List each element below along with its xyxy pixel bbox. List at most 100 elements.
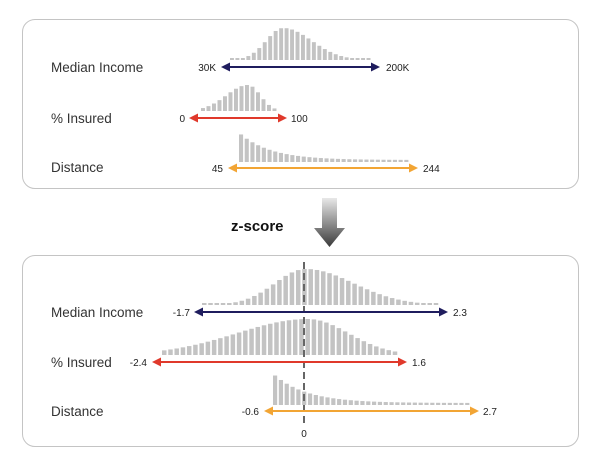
histogram-bar — [256, 92, 260, 111]
histogram-bar — [322, 49, 327, 60]
histogram-bar — [244, 138, 249, 162]
histogram-bar — [206, 106, 211, 111]
histogram-bar — [389, 298, 395, 305]
histogram-bar — [201, 108, 205, 111]
histogram-bar — [330, 158, 335, 162]
histogram-bar — [257, 48, 262, 60]
histogram-bar — [349, 334, 354, 355]
histogram-bar — [341, 159, 346, 162]
histogram-bar — [278, 379, 284, 405]
histogram-bar — [277, 280, 282, 305]
histogram-bar — [392, 351, 398, 355]
histogram-bar — [267, 104, 271, 111]
histogram-bar — [317, 45, 322, 60]
histogram-bar — [307, 157, 312, 162]
histogram-bar — [330, 325, 335, 355]
histogram-bar — [346, 280, 351, 305]
histogram-bar — [234, 88, 238, 111]
histogram-bar — [284, 28, 289, 60]
range-max-distance: 244 — [423, 164, 440, 175]
row-label-median-income-z: Median Income — [51, 305, 143, 320]
histogram-bar — [261, 147, 266, 162]
histogram-bar — [305, 319, 310, 355]
histogram-bar — [264, 288, 270, 305]
histogram-bar — [212, 103, 216, 111]
histogram-bar — [239, 86, 244, 111]
histogram-bar — [314, 269, 320, 305]
histogram-bar — [240, 58, 245, 60]
histogram-bar — [295, 270, 301, 305]
histogram-bar — [290, 386, 295, 405]
histogram-bar — [433, 303, 439, 305]
histogram-bar — [396, 299, 401, 305]
histogram-bar — [333, 54, 338, 60]
histogram-bar — [280, 321, 285, 355]
histogram-bar — [301, 156, 306, 162]
histogram-bar — [211, 339, 217, 355]
histogram-bar — [360, 401, 365, 405]
histogram-bar — [352, 283, 357, 305]
histogram-bar — [336, 328, 342, 355]
histogram-bar — [251, 52, 256, 60]
histogram-bar — [243, 330, 248, 355]
histogram-bar — [308, 269, 313, 305]
histogram-distance-zscore — [273, 375, 470, 405]
range-arrow-median-income-z — [194, 307, 448, 317]
histogram-bar — [404, 159, 409, 162]
histogram-bar — [386, 350, 392, 355]
histogram-bar — [392, 159, 397, 162]
histogram-bar — [350, 58, 355, 60]
histogram-bar — [372, 401, 377, 405]
histogram-bar — [318, 158, 323, 162]
histogram-bar — [381, 159, 386, 162]
range-max-median-income-z: 2.3 — [453, 308, 467, 319]
histogram-bar — [295, 31, 300, 60]
histogram-bar — [250, 142, 255, 162]
histogram-bar — [418, 402, 423, 405]
histogram-bar — [321, 271, 326, 305]
histogram-bar — [261, 99, 266, 111]
histogram-bar — [227, 303, 232, 305]
range-arrow-distance-z — [264, 406, 479, 416]
histogram-bar — [245, 298, 251, 305]
histogram-bar — [311, 319, 317, 355]
range-arrow-insured — [189, 113, 287, 123]
histogram-bar — [313, 157, 318, 162]
histogram-bar — [339, 56, 344, 60]
range-min-distance: 45 — [212, 164, 224, 175]
histogram-bar — [230, 58, 234, 60]
histogram-bar — [412, 402, 417, 405]
histogram-bar — [377, 294, 382, 305]
range-min-insured-z: -2.4 — [130, 358, 148, 369]
histogram-bar — [364, 159, 369, 162]
histogram-bar — [162, 350, 167, 355]
histogram-bar — [272, 108, 277, 111]
histogram-bar — [283, 275, 288, 305]
histogram-bar — [355, 58, 360, 60]
histogram-bar — [290, 29, 295, 60]
row-label-distance-z: Distance — [51, 404, 104, 419]
histogram-bar — [344, 57, 349, 60]
range-max-insured: 100 — [291, 114, 308, 125]
histogram-bar — [224, 336, 229, 355]
histogram-median-income-zscore — [202, 269, 439, 305]
histogram-bar — [233, 302, 238, 305]
histogram-bar — [214, 303, 220, 305]
transform-down-arrow-icon — [314, 198, 345, 247]
histogram-bar — [252, 295, 257, 305]
histogram-bar — [367, 343, 373, 355]
histogram-bar — [278, 152, 283, 162]
histogram-bar — [273, 151, 278, 162]
histogram-bar — [366, 58, 371, 60]
range-arrow-insured-z — [152, 357, 407, 367]
histogram-bar — [306, 38, 311, 60]
histogram-bar — [354, 400, 359, 405]
histogram-bar — [328, 51, 333, 60]
range-min-insured: 0 — [179, 114, 185, 125]
histogram-bar — [296, 389, 301, 405]
histogram-insured-original — [201, 85, 277, 111]
histogram-bar — [389, 402, 394, 405]
zero-label: 0 — [301, 429, 307, 440]
histogram-bar — [335, 158, 340, 162]
histogram-bar — [168, 349, 173, 355]
